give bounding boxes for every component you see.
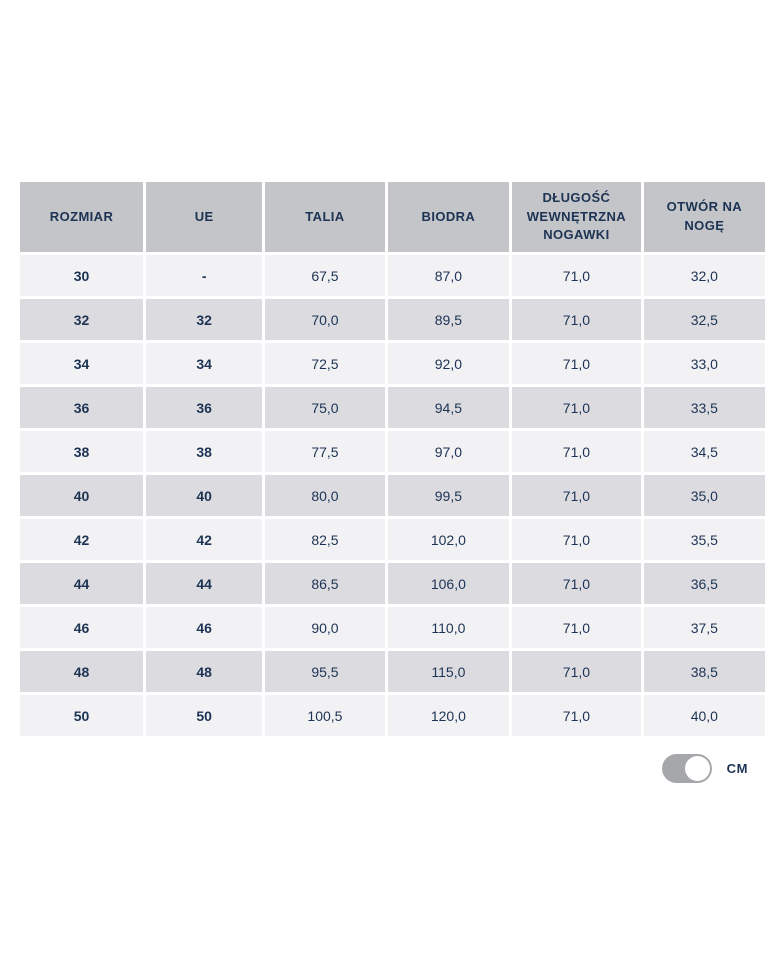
size-table-header-row: ROZMIAR UE TALIA BIODRA DŁUGOŚĆ WEWNĘTRZNA N… (20, 182, 765, 252)
table-cell: 30 (20, 255, 144, 296)
toggle-knob-icon (684, 756, 710, 781)
column-header: TALIA (265, 182, 385, 252)
table-cell: 35,5 (643, 519, 765, 560)
table-cell: 77,5 (265, 431, 385, 472)
table-row: 32 32 70,0 89,5 71,0 32,5 (20, 299, 765, 340)
unit-label: CM (726, 761, 748, 776)
table-cell: 71,0 (512, 387, 641, 428)
table-cell: 86,5 (265, 563, 385, 604)
table-row: 50 50 100,5 120,0 71,0 40,0 (20, 695, 765, 736)
table-row: 42 42 82,5 102,0 71,0 35,5 (20, 519, 765, 560)
table-cell: 71,0 (512, 475, 641, 516)
table-cell: 46 (146, 607, 263, 648)
table-cell: 32,0 (643, 255, 765, 296)
unit-toggle[interactable] (661, 754, 712, 783)
table-row: 44 44 86,5 106,0 71,0 36,5 (20, 563, 765, 604)
table-cell: 115,0 (387, 651, 510, 692)
column-header: OTWÓR NA NOGĘ (643, 182, 765, 252)
table-cell: 40,0 (643, 695, 765, 736)
table-cell: 46 (20, 607, 144, 648)
table-row: 40 40 80,0 99,5 71,0 35,0 (20, 475, 765, 516)
table-cell: 37,5 (643, 607, 765, 648)
table-row: 38 38 77,5 97,0 71,0 34,5 (20, 431, 765, 472)
table-cell: 44 (20, 563, 144, 604)
table-row: 48 48 95,5 115,0 71,0 38,5 (20, 651, 765, 692)
table-cell: 34 (20, 343, 144, 384)
table-cell: 106,0 (387, 563, 510, 604)
table-cell: 87,0 (387, 255, 510, 296)
table-cell: 71,0 (512, 563, 641, 604)
table-cell: 71,0 (512, 519, 641, 560)
table-cell: 44 (146, 563, 263, 604)
table-cell: 38,5 (643, 651, 765, 692)
table-cell: 32 (20, 299, 144, 340)
table-cell: 92,0 (387, 343, 510, 384)
table-cell: 33,5 (643, 387, 765, 428)
table-cell: 71,0 (512, 695, 641, 736)
table-row: 46 46 90,0 110,0 71,0 37,5 (20, 607, 765, 648)
table-cell: 42 (146, 519, 263, 560)
table-cell: 71,0 (512, 255, 641, 296)
table-cell: 50 (20, 695, 144, 736)
table-cell: 100,5 (265, 695, 385, 736)
table-cell: - (146, 255, 263, 296)
table-cell: 120,0 (387, 695, 510, 736)
table-cell: 90,0 (265, 607, 385, 648)
table-cell: 80,0 (265, 475, 385, 516)
table-cell: 102,0 (387, 519, 510, 560)
table-cell: 71,0 (512, 431, 641, 472)
size-table-head: ROZMIAR UE TALIA BIODRA DŁUGOŚĆ WEWNĘTRZNA N… (20, 182, 765, 252)
table-cell: 36,5 (643, 563, 765, 604)
table-cell: 89,5 (387, 299, 510, 340)
table-cell: 34 (146, 343, 263, 384)
table-cell: 32 (146, 299, 263, 340)
table-cell: 38 (20, 431, 144, 472)
table-cell: 42 (20, 519, 144, 560)
table-cell: 36 (20, 387, 144, 428)
table-cell: 71,0 (512, 299, 641, 340)
table-cell: 71,0 (512, 651, 641, 692)
table-cell: 97,0 (387, 431, 510, 472)
size-table-container: ROZMIAR UE TALIA BIODRA DŁUGOŚĆ WEWNĘTRZNA N… (17, 179, 768, 739)
table-cell: 35,0 (643, 475, 765, 516)
table-row: 34 34 72,5 92,0 71,0 33,0 (20, 343, 765, 384)
table-cell: 33,0 (643, 343, 765, 384)
table-cell: 67,5 (265, 255, 385, 296)
table-row: 30-67,5 87,0 71,0 32,0 (20, 255, 765, 296)
column-header: DŁUGOŚĆ WEWNĘTRZNA NOGAWKI (512, 182, 641, 252)
column-header: UE (146, 182, 263, 252)
table-cell: 72,5 (265, 343, 385, 384)
size-table-body: 30-67,5 87,0 71,0 32,0 32 32 70,0 89,5 71,0 32,5 3… (20, 255, 765, 736)
table-cell: 94,5 (387, 387, 510, 428)
table-cell: 95,5 (265, 651, 385, 692)
size-table: ROZMIAR UE TALIA BIODRA DŁUGOŚĆ WEWNĘTRZNA N… (17, 179, 768, 739)
table-cell: 38 (146, 431, 263, 472)
table-cell: 70,0 (265, 299, 385, 340)
table-cell: 50 (146, 695, 263, 736)
table-cell: 71,0 (512, 607, 641, 648)
table-cell: 36 (146, 387, 263, 428)
table-cell: 40 (20, 475, 144, 516)
column-header: ROZMIAR (20, 182, 144, 252)
table-cell: 71,0 (512, 343, 641, 384)
table-cell: 32,5 (643, 299, 765, 340)
table-cell: 110,0 (387, 607, 510, 648)
table-cell: 34,5 (643, 431, 765, 472)
column-header: BIODRA (387, 182, 510, 252)
table-cell: 75,0 (265, 387, 385, 428)
table-cell: 40 (146, 475, 263, 516)
table-cell: 48 (146, 651, 263, 692)
unit-toggle-row: CM (661, 754, 748, 783)
table-cell: 99,5 (387, 475, 510, 516)
table-cell: 82,5 (265, 519, 385, 560)
table-row: 36 36 75,0 94,5 71,0 33,5 (20, 387, 765, 428)
table-cell: 48 (20, 651, 144, 692)
